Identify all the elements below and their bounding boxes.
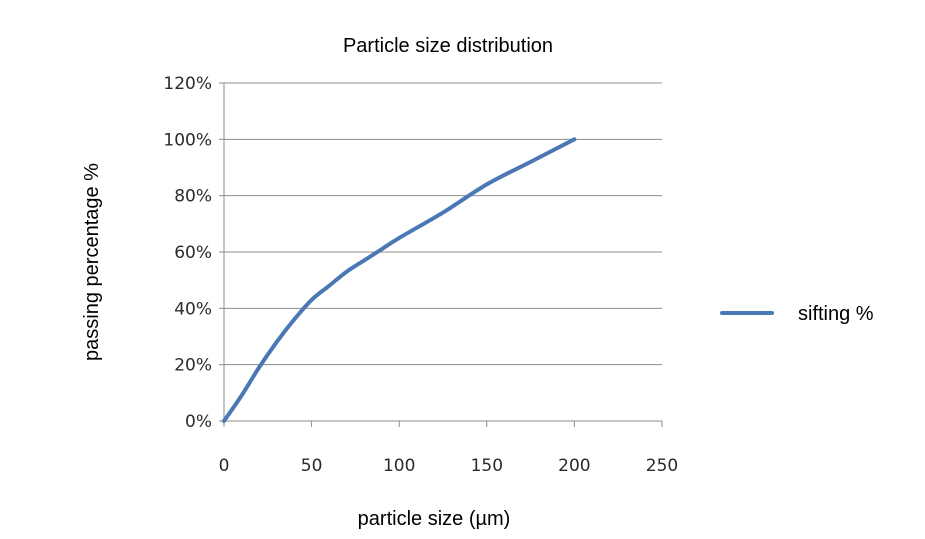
x-tick-label: 50 [301, 456, 323, 476]
y-tick-label: 20% [174, 356, 212, 376]
x-tick-labels: 0 50 100 150 200 250 [219, 456, 679, 476]
series-line-sifting [222, 137, 577, 423]
x-tick-label: 200 [558, 456, 590, 476]
y-tick-label: 80% [174, 187, 212, 207]
legend: sifting % [720, 303, 874, 325]
legend-label-sifting: sifting % [798, 303, 874, 325]
axes [219, 82, 663, 427]
y-tick-label: 0% [185, 412, 212, 432]
x-axis-label: particle size (µm) [358, 508, 511, 530]
x-tick-label: 150 [471, 456, 503, 476]
y-tick-labels: 0% 20% 40% 60% 80% 100% 120% [163, 74, 212, 432]
y-tick-label: 120% [163, 74, 212, 94]
y-tick-label: 100% [163, 130, 212, 150]
grid-lines [224, 82, 662, 366]
chart-title: Particle size distribution [343, 35, 553, 57]
y-tick-label: 60% [174, 243, 212, 263]
series-lines [222, 137, 577, 423]
x-tick-label: 0 [219, 456, 230, 476]
x-tick-label: 100 [383, 456, 415, 476]
x-tick-label: 250 [646, 456, 678, 476]
y-axis-label: passing percentage % [81, 163, 103, 361]
y-tick-label: 40% [174, 299, 212, 319]
